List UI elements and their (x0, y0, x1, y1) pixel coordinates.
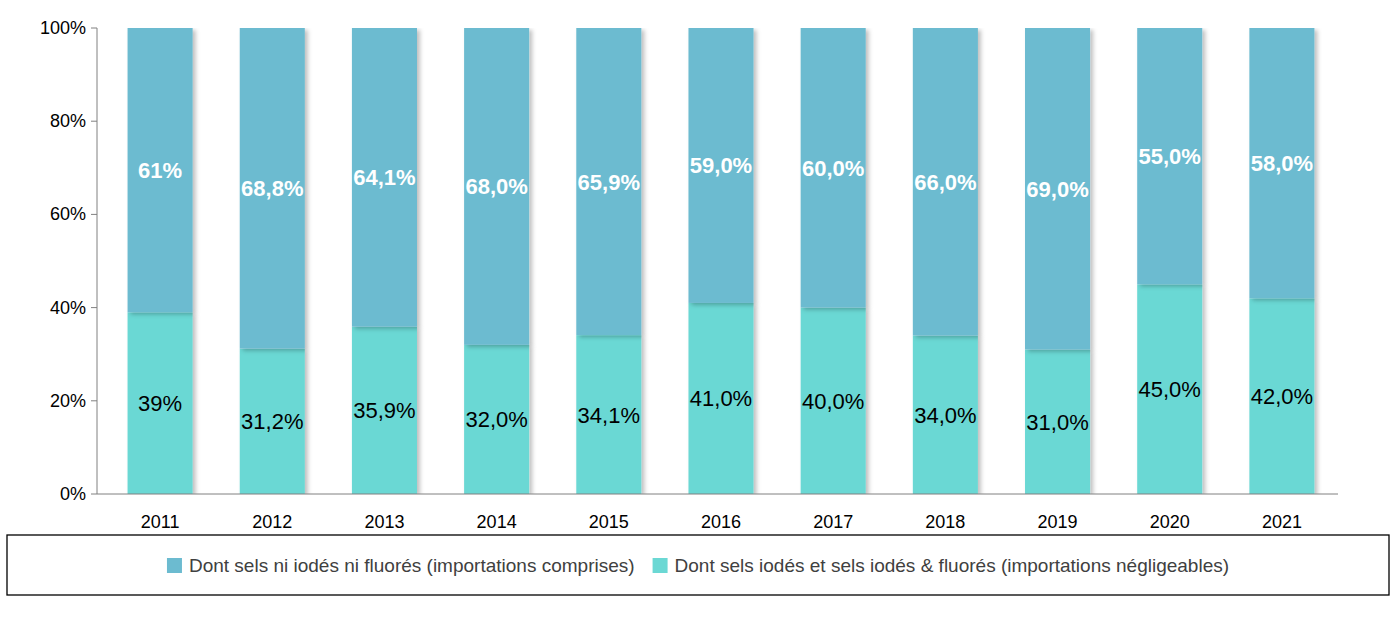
bar-segment (688, 303, 753, 494)
legend: Dont sels ni iodés ni fluorés (importati… (7, 535, 1389, 595)
data-label: 60,0% (802, 156, 864, 181)
data-label: 34,0% (914, 403, 976, 428)
bar-segment (1137, 28, 1202, 284)
x-tick-label: 2019 (1038, 512, 1078, 532)
x-tick-label: 2012 (252, 512, 292, 532)
x-tick-label: 2017 (813, 512, 853, 532)
bar-segment (1137, 284, 1202, 494)
x-tick-label: 2013 (364, 512, 404, 532)
x-tick-label: 2011 (141, 512, 180, 532)
bar-segment (801, 308, 866, 494)
data-label: 40,0% (802, 389, 864, 414)
legend-box (7, 535, 1389, 595)
data-label: 42,0% (1251, 384, 1313, 409)
data-label: 55,0% (1139, 144, 1201, 169)
y-axis (97, 28, 98, 494)
bar-segment (688, 28, 753, 303)
bar-segment (240, 28, 305, 349)
y-tick-label: 40% (50, 298, 86, 318)
data-label: 68,8% (241, 176, 303, 201)
bar-segment (128, 312, 193, 494)
y-tick-label: 80% (50, 111, 86, 131)
data-label: 34,1% (578, 403, 640, 428)
data-label: 68,0% (465, 174, 527, 199)
bar-segment (240, 349, 305, 494)
bar-segment (1025, 350, 1090, 494)
data-label: 31,2% (241, 409, 303, 434)
data-label: 59,0% (690, 153, 752, 178)
data-label: 31,0% (1026, 410, 1088, 435)
bar-segment (576, 335, 641, 494)
data-label: 65,9% (578, 170, 640, 195)
data-labels: 39% 61% 31,2% 68,8% 35,9% 64,1% 32,0% 68,0% 34,1… (138, 144, 1313, 435)
data-label: 66,0% (914, 170, 976, 195)
y-tick (91, 214, 97, 215)
y-tick-label: 20% (50, 391, 86, 411)
bar-segment (464, 28, 529, 345)
bar-segment (913, 336, 978, 494)
bars (128, 28, 1315, 494)
x-axis (97, 494, 1338, 495)
x-tick-label: 2015 (589, 512, 629, 532)
bar-segment (1249, 298, 1314, 494)
legend-swatch (167, 558, 182, 573)
y-tick (91, 121, 97, 122)
legend-label: Dont sels iodés et sels iodés & fluorés … (675, 555, 1229, 576)
y-tick (91, 400, 97, 401)
data-label: 41,0% (690, 386, 752, 411)
y-tick (91, 307, 97, 308)
x-tick-label: 2014 (477, 512, 517, 532)
bar-segment (352, 327, 417, 494)
bar-segment (352, 28, 417, 327)
x-tick-label: 2016 (701, 512, 741, 532)
data-label: 58,0% (1251, 151, 1313, 176)
data-label: 45,0% (1139, 377, 1201, 402)
bar-segment (128, 28, 193, 312)
legend-swatch (653, 558, 668, 573)
data-label: 32,0% (465, 407, 527, 432)
bar-segment (1025, 28, 1090, 350)
y-tick (91, 494, 97, 495)
x-tick-label: 2018 (925, 512, 965, 532)
data-label: 69,0% (1026, 177, 1088, 202)
bar-segment (913, 28, 978, 336)
data-label: 61% (138, 158, 182, 183)
bar-segment (1249, 28, 1314, 298)
bar-segment (464, 345, 529, 494)
x-tick-label: 2020 (1150, 512, 1190, 532)
y-tick-label: 100% (40, 18, 86, 38)
chart: 0% 20% 40% 60% 80% 100% 39% 61% 31,2% 68,8% 35,9% 6… (0, 0, 1396, 618)
y-tick (91, 28, 97, 29)
x-tick-label: 2021 (1262, 512, 1302, 532)
y-tick-label: 0% (60, 484, 86, 504)
data-label: 64,1% (353, 165, 415, 190)
legend-label: Dont sels ni iodés ni fluorés (importati… (189, 555, 635, 576)
data-label: 39% (138, 391, 182, 416)
data-label: 35,9% (353, 398, 415, 423)
bar-segment (576, 28, 641, 335)
y-tick-label: 60% (50, 204, 86, 224)
bar-segment (801, 28, 866, 308)
